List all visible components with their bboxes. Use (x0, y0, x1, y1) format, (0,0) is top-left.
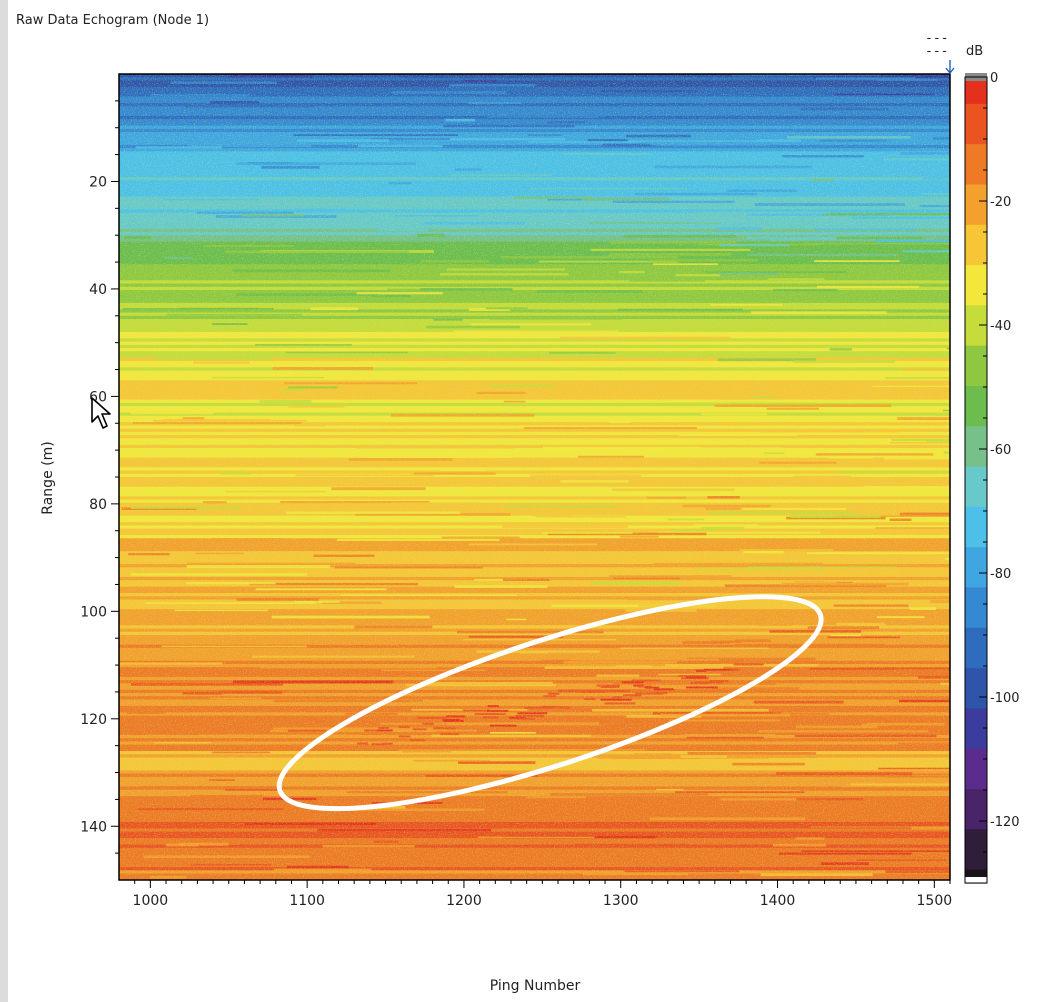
colorbar-swatch (965, 641, 987, 656)
colorbar-swatch (965, 493, 987, 508)
colorbar-swatch (965, 735, 987, 750)
colorbar-swatch (965, 332, 987, 347)
y-tick-label: 100 (80, 604, 107, 620)
colorbar-swatches (965, 73, 987, 884)
colorbar-swatch (965, 788, 987, 803)
mouse-pointer-icon (91, 397, 111, 429)
x-tick-label: 1200 (446, 893, 482, 909)
colorbar-swatch (965, 694, 987, 709)
y-tick-label: 20 (89, 174, 107, 190)
colorbar-swatch (965, 291, 987, 306)
x-tick-label: 1400 (760, 893, 796, 909)
echogram-speckle (119, 74, 950, 880)
colorbar-swatch (965, 130, 987, 145)
x-tick-label: 1000 (133, 893, 169, 909)
colorbar-swatch (965, 439, 987, 454)
colorbar-tick-label: -80 (990, 567, 1011, 582)
colorbar-swatch (965, 211, 987, 226)
y-tick-label: 40 (89, 282, 107, 298)
x-tick-label: 1100 (289, 893, 325, 909)
x-tick-label: 1300 (603, 893, 639, 909)
highlight-ellipse (276, 594, 824, 812)
indicator-line-1: --- (925, 31, 948, 46)
colorbar-swatch (965, 748, 987, 763)
colorbar-swatch (965, 251, 987, 266)
x-axis: 1000 1100 1200 1300 1400 1500 (133, 880, 953, 909)
colorbar-swatch (965, 762, 987, 777)
colorbar-swatch (965, 238, 987, 253)
x-axis-title: Ping Number (490, 978, 581, 994)
colorbar-swatch (965, 103, 987, 118)
echogram-streak (940, 587, 950, 590)
colorbar-swatch (965, 117, 987, 132)
colorbar-swatch (965, 654, 987, 669)
colorbar-swatch (965, 359, 987, 374)
colorbar[interactable]: 0 -20 -40 -60 -80 -100 -120 (964, 71, 1020, 884)
colorbar-swatch (965, 533, 987, 548)
colorbar-tick-label: -20 (990, 195, 1011, 210)
colorbar-swatch (965, 197, 987, 212)
colorbar-tick-label: -40 (990, 319, 1011, 334)
colorbar-swatch (965, 815, 987, 830)
colorbar-swatch (965, 385, 987, 400)
colorbar-swatch (965, 520, 987, 535)
colorbar-swatch (965, 466, 987, 481)
y-tick-label: 140 (80, 819, 107, 835)
colorbar-tick-label: 0 (990, 71, 998, 86)
y-tick-label: 120 (80, 712, 107, 728)
colorbar-swatch (965, 412, 987, 427)
colorbar-swatch (965, 627, 987, 642)
colorbar-swatch (965, 171, 987, 186)
colorbar-swatch (965, 842, 987, 857)
echogram-streak (940, 682, 950, 686)
colorbar-swatch (965, 829, 987, 844)
colorbar-swatch (965, 856, 987, 871)
colorbar-ticks: 0 -20 -40 -60 -80 -100 -120 (979, 71, 1020, 884)
colorbar-swatch (965, 453, 987, 468)
colorbar-swatch (965, 721, 987, 736)
y-tick-label: 80 (89, 497, 107, 513)
colorbar-swatch (965, 547, 987, 562)
colorbar-swatch (965, 426, 987, 441)
colorbar-underflow-swatch (965, 877, 987, 883)
colorbar-swatch (965, 708, 987, 723)
echogram-plot-area[interactable] (119, 74, 1047, 884)
colorbar-swatch (965, 574, 987, 589)
colorbar-swatch (965, 668, 987, 683)
colorbar-tick-label: -60 (990, 443, 1011, 458)
colorbar-swatch (965, 305, 987, 320)
colorbar-swatch (965, 802, 987, 817)
scale-arrow-icon[interactable] (945, 60, 955, 75)
colorbar-swatch (965, 90, 987, 105)
colorbar-swatch (965, 265, 987, 280)
colorbar-swatch (965, 681, 987, 696)
colorbar-swatch (965, 399, 987, 414)
colorbar-swatch (965, 480, 987, 495)
colorbar-swatch (965, 600, 987, 615)
colorbar-swatch (965, 506, 987, 521)
colorbar-unit-label: dB (966, 44, 983, 59)
colorbar-tick-label: -120 (990, 815, 1020, 830)
x-tick-label: 1500 (917, 893, 953, 909)
colorbar-swatch (965, 587, 987, 602)
colorbar-swatch (965, 372, 987, 387)
colorbar-swatch (965, 775, 987, 790)
colorbar-swatch (965, 184, 987, 199)
colorbar-swatch (965, 157, 987, 172)
colorbar-swatch (965, 224, 987, 239)
colorbar-swatch (965, 560, 987, 575)
window-left-border (0, 0, 8, 1002)
colorbar-swatch (965, 278, 987, 293)
indicator-line-2: --- (925, 44, 948, 59)
colorbar-swatch (965, 614, 987, 629)
colorbar-swatch (965, 318, 987, 333)
colorbar-swatch (965, 144, 987, 159)
colorbar-tick-label: -100 (990, 691, 1020, 706)
window-title: Raw Data Echogram (Node 1) (16, 13, 210, 28)
y-axis-title: Range (m) (40, 441, 56, 514)
colorbar-swatch (965, 345, 987, 360)
